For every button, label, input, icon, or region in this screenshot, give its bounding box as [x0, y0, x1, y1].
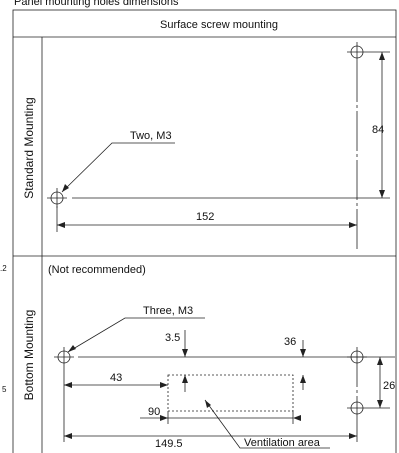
dim-label: 90: [148, 406, 160, 418]
dim-label: 26: [383, 380, 395, 392]
header: Surface screw mounting: [160, 19, 278, 31]
standard-drawing: [47, 42, 390, 250]
dim-label: 149.5: [155, 438, 183, 450]
note: (Not recommended): [48, 264, 146, 276]
row-label: Standard Mounting: [22, 97, 36, 198]
row-label: Bottom Mounting: [22, 310, 36, 401]
title: Panel mounting holes dimensions: [14, 0, 179, 8]
table-frame: [12, 9, 397, 453]
dim-label: 3.5: [165, 332, 180, 344]
bottom-drawing: [54, 317, 395, 449]
dim-label: 43: [110, 372, 122, 384]
leader-label: Three, M3: [143, 305, 193, 317]
vent-label: Ventilation area: [244, 437, 321, 449]
fragment: 5: [2, 385, 7, 394]
leader-label: Two, M3: [130, 130, 172, 142]
dim-label: 152: [196, 211, 214, 223]
dim-label: 36: [284, 336, 296, 348]
fragment: .2: [0, 264, 7, 273]
dim-label: 84: [372, 124, 384, 136]
